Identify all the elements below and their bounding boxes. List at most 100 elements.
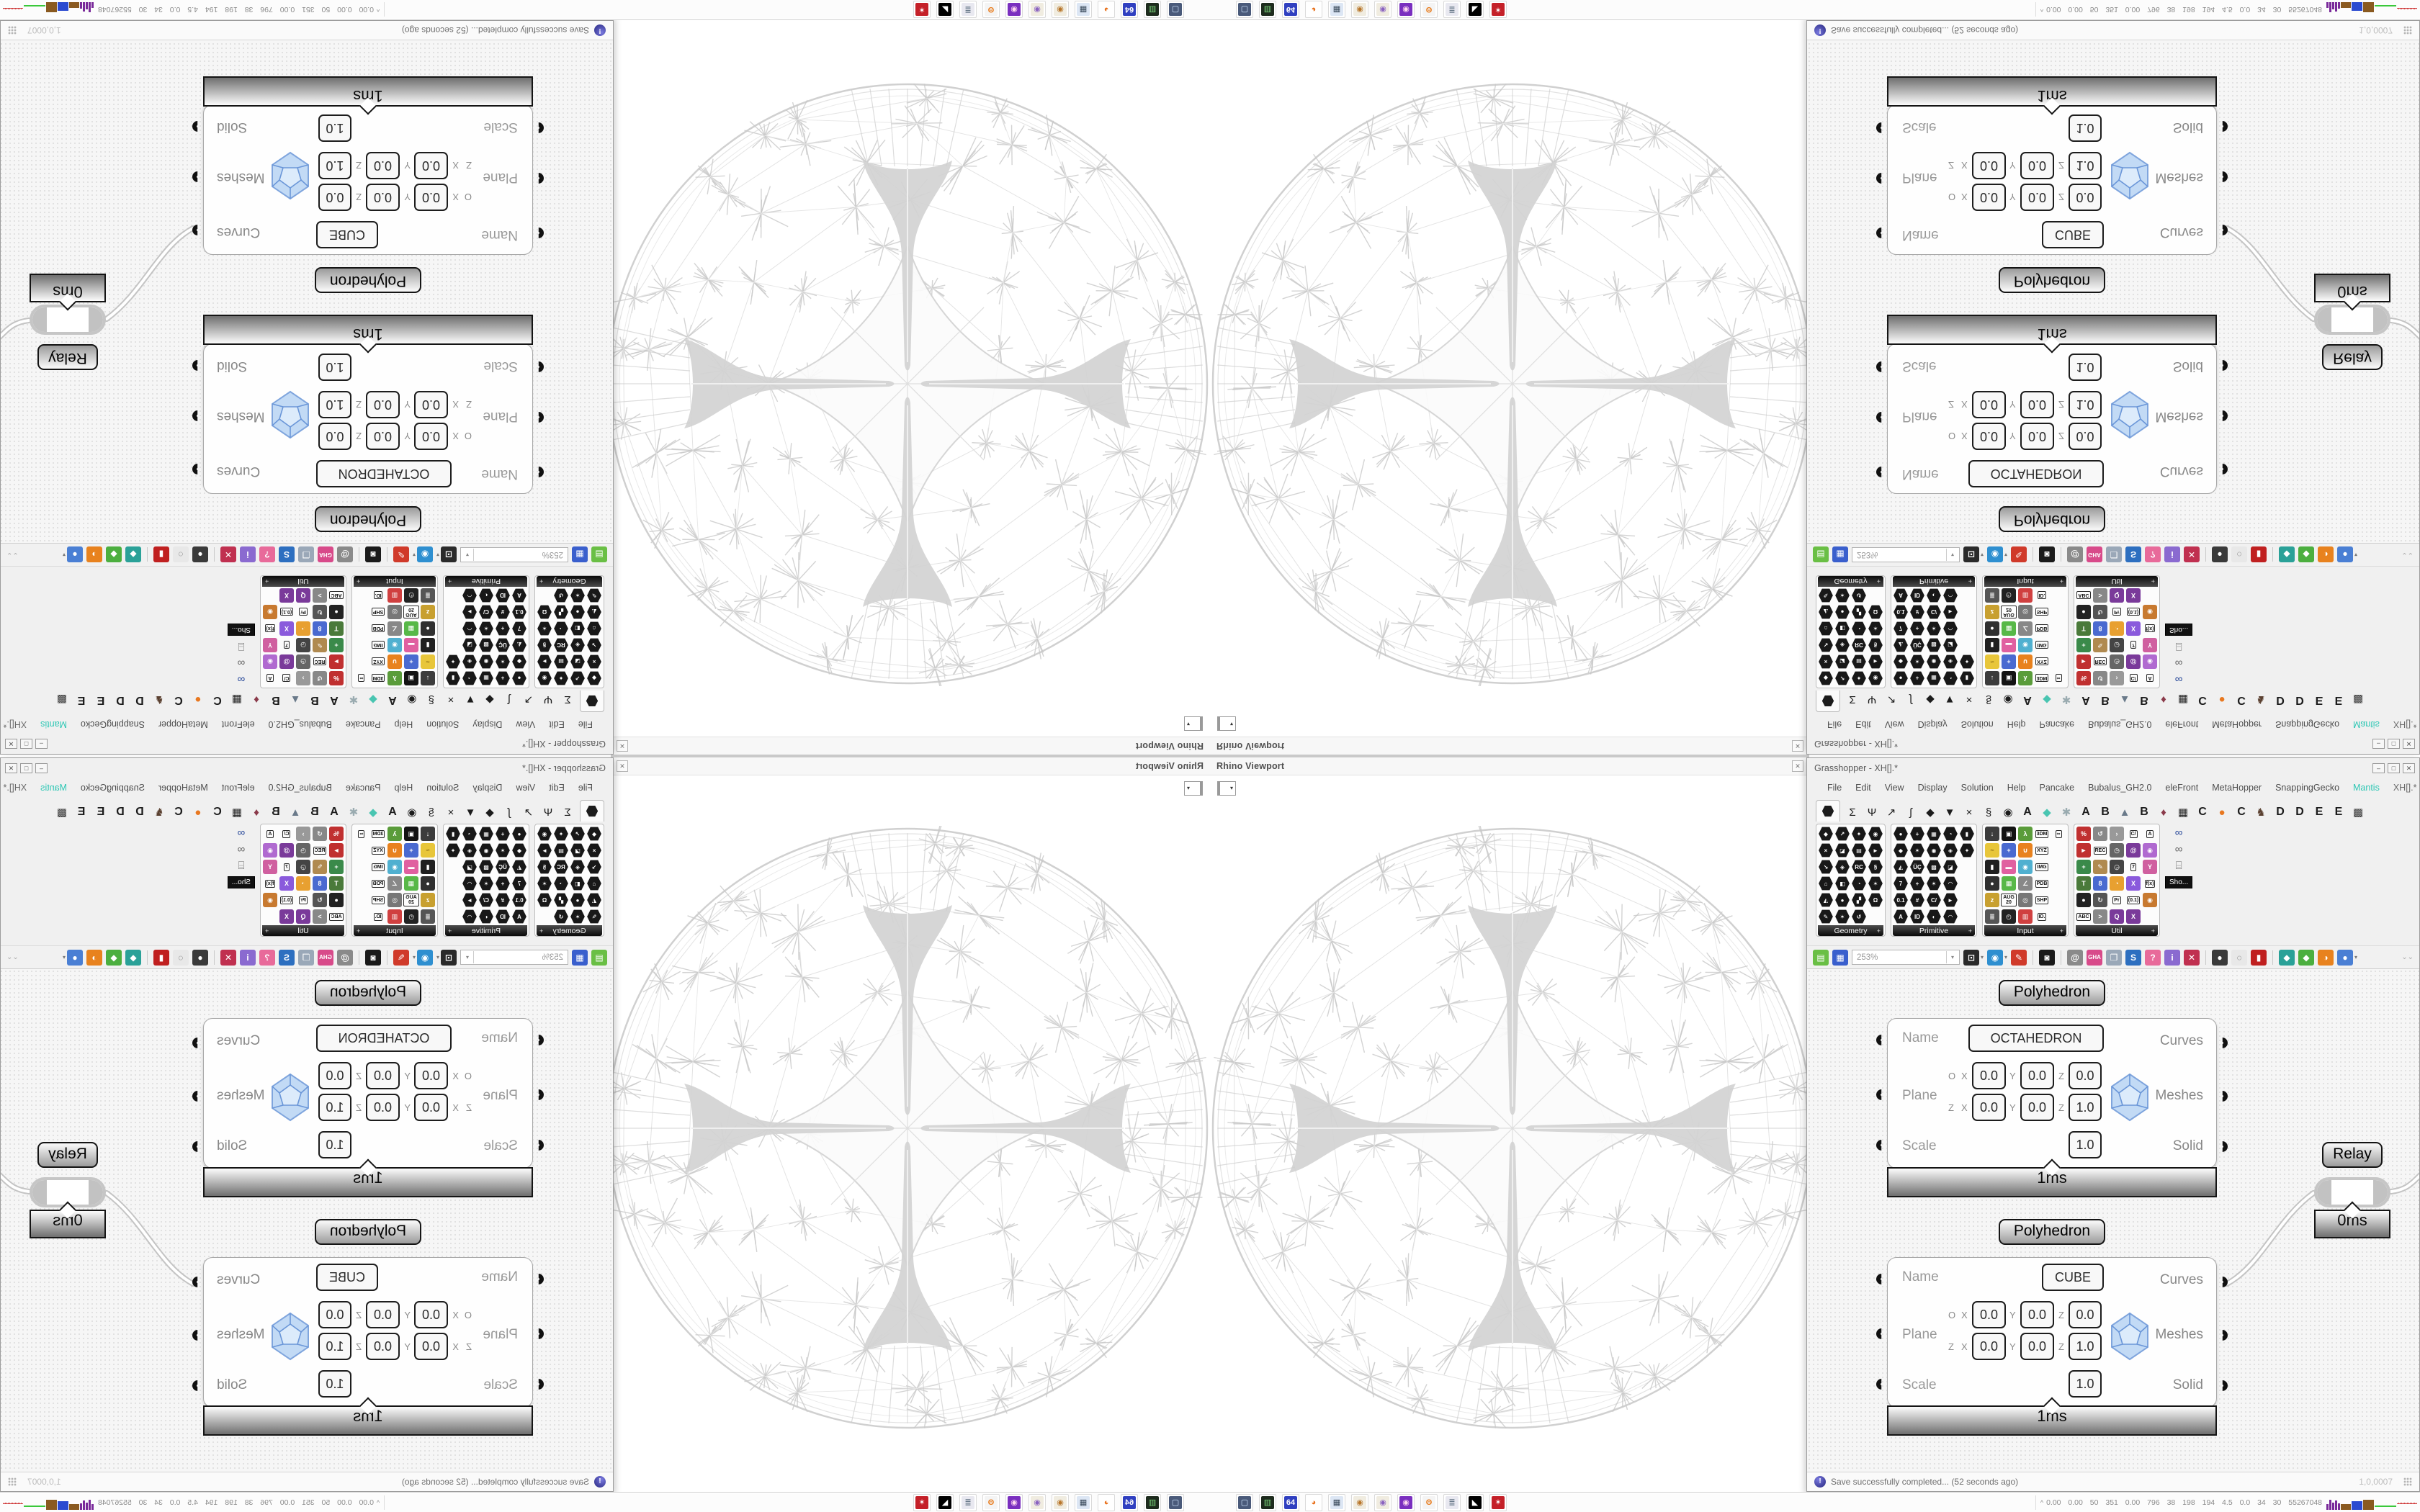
component-icon[interactable]: Y (2142, 859, 2158, 875)
projector-icon[interactable]: ◙ (2039, 949, 2056, 966)
firefox-icon[interactable]: ◕ (1305, 1493, 1322, 1511)
component-icon[interactable]: ◆ (1893, 654, 1909, 670)
component-icon[interactable]: ◉ (1926, 842, 1942, 858)
component-icon[interactable]: ✶ (478, 876, 494, 891)
component-icon[interactable]: × (1818, 842, 1834, 858)
tab-params[interactable] (1816, 690, 1840, 712)
plane-o-y[interactable]: 0.0 (2020, 1301, 2054, 1328)
tab-plugin-e2[interactable]: E (77, 694, 86, 706)
tab-plugin-b1[interactable]: B (310, 694, 319, 706)
tab-plugin-d2[interactable]: D (2295, 806, 2304, 818)
component-icon[interactable]: ÜÇ (495, 637, 511, 653)
component-icon[interactable]: ● (1834, 604, 1850, 620)
component-icon[interactable]: C/ (1926, 892, 1942, 908)
tab-display[interactable]: ◉ (407, 806, 417, 819)
component-icon-pdb[interactable]: PDB (371, 879, 385, 888)
tab-plugin-gem[interactable]: ◆ (2043, 693, 2051, 706)
tab-plugin-orange-dot[interactable]: ● (194, 693, 202, 706)
blender-icon[interactable]: ʘ (1420, 1, 1438, 19)
menu-item-edit[interactable]: Edit (1855, 719, 1871, 729)
tab-plugin-bird[interactable]: ♞ (154, 693, 164, 706)
relay-label[interactable]: Relay (37, 344, 98, 370)
red-cylinder-icon[interactable]: ▮ (2251, 949, 2267, 966)
tab-vector[interactable]: ↗ (524, 806, 534, 819)
input-port-plane[interactable] (1876, 1089, 1882, 1100)
component-icon[interactable]: ◧ (1834, 876, 1850, 891)
plane-o-y[interactable]: 0.0 (366, 1301, 400, 1328)
preview-eye-icon[interactable]: ◉ (1987, 546, 2004, 563)
component-icon[interactable]: ◉ (262, 892, 278, 908)
blender-icon[interactable]: ʘ (1420, 1493, 1438, 1511)
component-icon[interactable]: % (328, 670, 344, 686)
tab-plugin-grid[interactable]: ▦ (2177, 806, 2189, 819)
plane-z-z[interactable]: 1.0 (318, 1333, 351, 1360)
component-icon[interactable]: ÜÇ (495, 859, 511, 875)
component-icon[interactable]: ✶ (1909, 654, 1925, 670)
plane-o-x[interactable]: 0.0 (414, 1301, 448, 1328)
search-s-icon[interactable]: S (278, 546, 295, 563)
wires-cross-icon[interactable]: ✕ (220, 949, 236, 966)
component-icon[interactable]: ● (2076, 604, 2092, 620)
tab-plugin-d2[interactable]: D (116, 806, 125, 818)
tab-plugin-a2[interactable]: A (330, 694, 339, 706)
component-icon[interactable]: ⌂ (1818, 621, 1834, 636)
component-icon[interactable]: ✦ (445, 842, 461, 858)
component-icon[interactable]: ◶ (295, 859, 311, 875)
component-icon[interactable]: × (586, 842, 602, 858)
palette-label-input[interactable]: Input + (354, 576, 436, 587)
component-icon[interactable]: ▤ (1851, 842, 1867, 858)
link-gray-icon[interactable]: ∞ (237, 657, 246, 669)
component-icon[interactable]: ✶ (1926, 876, 1942, 891)
tab-display[interactable]: ◉ (407, 693, 417, 706)
document-scroll-icon[interactable]: ≣ (959, 1493, 977, 1511)
component-icon[interactable]: ∪ (387, 842, 403, 858)
tab-surface[interactable]: ◆ (485, 693, 494, 706)
component-icon[interactable]: ∠ (387, 876, 403, 891)
palette-icon-2[interactable]: ◉ (1028, 1493, 1046, 1511)
component-icon[interactable]: ▩ (478, 637, 494, 653)
mesh-dark-sphere-icon[interactable]: ● (192, 546, 208, 563)
plane-o-z[interactable]: 0.0 (2069, 423, 2102, 450)
component-icon[interactable]: ▞ (1851, 892, 1867, 908)
tab-intersect[interactable]: × (447, 693, 454, 706)
half-sphere-orange-icon[interactable]: ◑ (86, 546, 102, 563)
chevron-down-icon[interactable]: ▾ (462, 549, 474, 561)
component-icon-aug20[interactable]: AUG 20 (2001, 604, 2017, 620)
component-icon[interactable]: ◉ (262, 604, 278, 620)
plane-o-y[interactable]: 0.0 (2020, 1062, 2054, 1089)
menu-item-view[interactable]: View (516, 719, 536, 729)
component-icon[interactable]: ◆ (511, 654, 527, 670)
minimize-icon[interactable]: – (35, 739, 48, 749)
component-icon-pr[interactable]: Pr (2112, 896, 2121, 904)
tab-plugin-c1[interactable]: C (2198, 694, 2207, 706)
component-icon[interactable]: ~ (1984, 654, 2000, 670)
component-icon[interactable]: ▥ (387, 588, 403, 603)
preview-green-icon[interactable]: ◆ (2298, 949, 2315, 966)
component-icon[interactable]: ✦ (1959, 842, 1975, 858)
preview-eye-icon[interactable]: ◉ (416, 949, 433, 966)
mesh-dark-sphere-icon[interactable]: ● (2212, 949, 2228, 966)
component-icon[interactable]: ◭ (1893, 859, 1909, 875)
polyhedron-header[interactable]: Polyhedron (315, 980, 421, 1006)
plane-z-x[interactable]: 0.0 (1972, 1094, 2006, 1121)
monitor-icon[interactable]: ▢ (1167, 1493, 1184, 1511)
component-icon[interactable]: Ω (1868, 604, 1883, 620)
component-icon[interactable]: ✦ (445, 654, 461, 670)
component-icon[interactable]: ◎ (387, 604, 403, 620)
mail-at-icon[interactable]: @ (336, 546, 353, 563)
chevron-down-icon[interactable]: ▾ (2354, 552, 2358, 558)
component-icon[interactable]: 0.1 (511, 892, 527, 908)
menu-item-solution[interactable]: Solution (1960, 783, 1994, 793)
component-icon[interactable]: ✦ (1959, 654, 1975, 670)
component-icon[interactable]: ◠ (462, 909, 478, 924)
component-icon[interactable]: Y (2142, 637, 2158, 653)
component-icon[interactable]: + (2076, 637, 2092, 653)
component-icon-xyz[interactable]: XYZ (372, 657, 385, 666)
tab-transform[interactable]: § (428, 693, 435, 706)
half-sphere-orange-icon[interactable]: ◑ (2318, 546, 2334, 563)
component-icon[interactable]: Ω (537, 892, 552, 908)
component-icon[interactable]: + (403, 654, 419, 670)
component-icon[interactable]: Q (295, 909, 311, 924)
menu-item-mantis[interactable]: Mantis (2353, 719, 2380, 729)
component-icon[interactable]: + (1909, 876, 1925, 891)
